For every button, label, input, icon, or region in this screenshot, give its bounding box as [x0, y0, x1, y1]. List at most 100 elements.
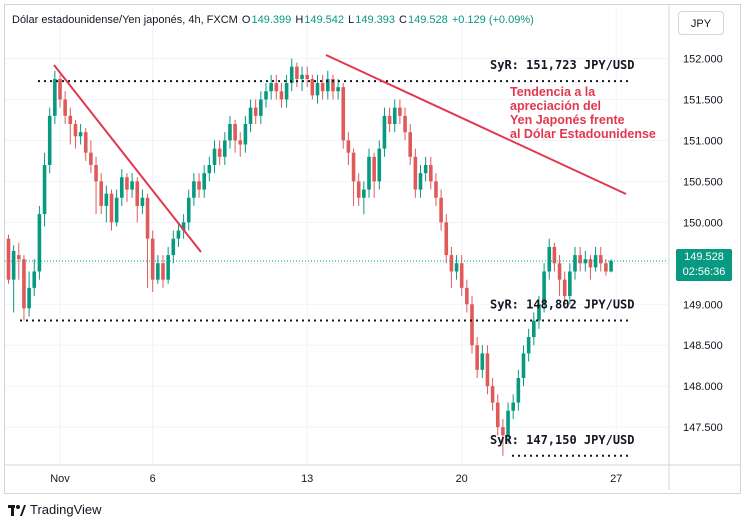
- candle-down: [449, 255, 454, 272]
- candle-down: [475, 345, 479, 370]
- candle-down: [387, 115, 392, 125]
- candle-down: [217, 148, 222, 157]
- candle-up: [248, 107, 253, 125]
- candle-down: [58, 78, 62, 100]
- candle-down: [459, 263, 464, 288]
- candle-down: [578, 255, 582, 264]
- y-tick-label: 152.000: [683, 53, 723, 65]
- change-value: +0.129 (+0.09%): [451, 14, 534, 26]
- candle-down: [588, 259, 593, 268]
- candlestick-chart[interactable]: 152.000 151.500 151.000 150.500 150.000 149.5…: [0, 0, 747, 495]
- candle-down: [495, 402, 500, 428]
- y-tick-label: 150.000: [683, 217, 723, 229]
- open-value: 149.399: [251, 14, 292, 26]
- candle-down: [485, 353, 490, 387]
- candle-up: [423, 164, 428, 174]
- tradingview-logo-icon: [8, 504, 26, 516]
- support-low-label: SyR: 147,150 JPY/USD: [490, 433, 635, 447]
- candle-down: [68, 115, 73, 125]
- candle-down: [274, 83, 279, 92]
- low-value: 149.393: [355, 14, 395, 26]
- resistance-label: SyR: 151,723 JPY/USD: [490, 58, 635, 72]
- support-mid-label: SyR: 148,802 JPY/USD: [490, 297, 635, 311]
- candle-up: [171, 238, 176, 256]
- candle-down: [557, 263, 562, 280]
- symbol-title: Dólar estadounidense/Yen japonés, 4h, FX…: [12, 14, 238, 26]
- candle-down: [351, 152, 356, 182]
- chart-frame: [4, 4, 741, 494]
- candle-up: [542, 271, 546, 305]
- candle-up: [27, 287, 31, 309]
- candle-up: [382, 115, 387, 149]
- candle-up: [521, 353, 526, 378]
- high-value: 149.542: [304, 14, 345, 26]
- candle-down: [145, 197, 150, 239]
- candle-up: [568, 271, 572, 297]
- candle-up: [377, 148, 382, 182]
- candle-down: [465, 287, 469, 305]
- y-tick-label: 148.000: [683, 381, 723, 393]
- candle-up: [454, 263, 459, 272]
- trendline-down-1: [53, 64, 202, 253]
- y-tick-label: 149.000: [683, 299, 723, 311]
- candle-up: [367, 156, 371, 190]
- candle-up: [537, 304, 541, 321]
- candle-up: [207, 164, 212, 174]
- candle-down: [63, 99, 67, 116]
- x-tick-label: 13: [301, 473, 313, 485]
- candle-up: [11, 251, 16, 280]
- x-tick-label: Nov: [50, 473, 70, 485]
- candle-down: [444, 222, 449, 256]
- candle-up: [516, 377, 521, 403]
- currency-unit-button[interactable]: JPY: [678, 11, 724, 35]
- candle-down: [310, 78, 315, 96]
- candle-down: [552, 246, 557, 264]
- candle-down: [135, 181, 140, 206]
- candle-down: [99, 181, 103, 206]
- candle-down: [125, 177, 129, 190]
- candle-down: [233, 124, 237, 141]
- candle-down: [295, 66, 299, 79]
- last-price-tag: 149.528 02:56:36: [676, 249, 732, 281]
- candle-up: [573, 255, 577, 272]
- x-tick-label: 20: [456, 473, 468, 485]
- candle-up: [392, 107, 397, 125]
- candle-down: [356, 181, 361, 198]
- candle-up: [284, 83, 289, 100]
- candle-up: [315, 83, 320, 96]
- candle-down: [341, 87, 346, 141]
- candle-down: [470, 304, 474, 346]
- candle-up: [166, 255, 170, 280]
- candle-up: [181, 222, 186, 231]
- candle-up: [47, 115, 52, 165]
- candle-down: [429, 164, 433, 182]
- candle-down: [331, 78, 335, 92]
- x-tick-label: 27: [610, 473, 622, 485]
- candle-down: [372, 156, 376, 182]
- candle-down: [253, 107, 258, 116]
- candle-up: [202, 173, 206, 190]
- candle-down: [89, 152, 93, 165]
- candle-up: [37, 214, 42, 272]
- tradingview-brand[interactable]: TradingView: [8, 502, 102, 517]
- candle-down: [279, 91, 284, 100]
- candle-up: [32, 271, 37, 288]
- annotation-text-line: Tendencia a la: [510, 85, 596, 99]
- candle-up: [176, 230, 181, 239]
- y-tick-label: 151.000: [683, 135, 723, 147]
- y-tick-label: 151.500: [683, 94, 723, 106]
- brand-name: TradingView: [30, 502, 102, 517]
- candle-down: [408, 132, 412, 157]
- candle-up: [583, 259, 588, 264]
- candle-up: [259, 99, 263, 116]
- candle-up: [186, 197, 191, 223]
- candle-up: [362, 189, 366, 198]
- candle-up: [53, 78, 57, 116]
- candle-up: [228, 124, 232, 141]
- candle-up: [336, 87, 340, 92]
- candle-down: [398, 107, 402, 116]
- bar-countdown: 02:56:36: [682, 266, 726, 278]
- candle-up: [223, 140, 227, 157]
- symbol-legend: Dólar estadounidense/Yen japonés, 4h, FX…: [12, 14, 535, 26]
- candle-down: [150, 238, 155, 280]
